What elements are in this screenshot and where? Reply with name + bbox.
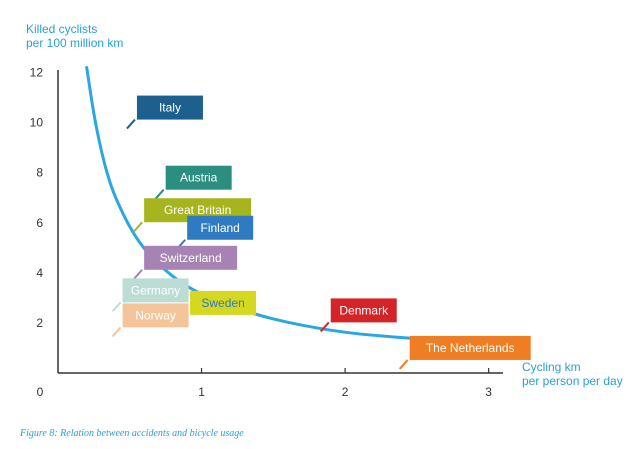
country-label-pointer	[154, 189, 165, 200]
x-tick-label: 3	[485, 385, 492, 399]
country-label-text: Germany	[131, 283, 180, 297]
country-label-text: Switzerland	[160, 251, 222, 265]
country-label-text: Norway	[135, 308, 176, 322]
country-label-pointer	[111, 326, 122, 338]
x-tick-label: 0	[37, 385, 44, 399]
country-label-text: Denmark	[339, 303, 389, 317]
country-label-text: Great Britain	[164, 203, 231, 217]
y-tick-label: 2	[36, 316, 43, 330]
country-label-box	[122, 278, 189, 303]
x-axis-label: Cycling km per person per day	[522, 360, 623, 388]
country-label-pointer	[133, 221, 143, 232]
y-tick-label: 10	[30, 116, 44, 130]
y-axis-label-line2: per 100 million km	[26, 36, 124, 50]
country-label: Austria	[154, 165, 232, 200]
y-axis-label-line1: Killed cyclists	[26, 22, 98, 36]
country-labels: Italy Austria Great Britain Finland Switzerl…	[111, 95, 531, 370]
country-label: Finland	[176, 215, 254, 250]
country-label-box	[165, 165, 232, 190]
figure-caption: Figure 8: Relation between accidents and…	[20, 428, 244, 439]
country-label-pointer	[398, 359, 409, 370]
x-axis-label-line2: per person per day	[522, 374, 623, 388]
country-label-text: Sweden	[201, 296, 244, 310]
x-axis-label-line1: Cycling km	[522, 360, 581, 374]
country-label: The Netherlands	[398, 335, 531, 370]
y-tick-label: 6	[36, 216, 43, 230]
country-label-text: Austria	[180, 171, 218, 185]
country-label: Germany	[111, 278, 189, 313]
country-label-text: The Netherlands	[426, 341, 515, 355]
country-label-pointer	[319, 321, 330, 333]
y-tick-label: 12	[30, 66, 44, 80]
country-label-box	[409, 335, 531, 360]
country-label-box	[190, 290, 257, 315]
y-tick-label: 4	[36, 266, 43, 280]
country-label-box	[187, 215, 254, 240]
country-label-text: Finland	[201, 221, 240, 235]
country-label: Italy	[126, 95, 203, 130]
country-label: Switzerland	[133, 245, 238, 280]
country-label-pointer	[133, 269, 143, 280]
country-label-pointer	[111, 301, 122, 313]
y-axis-label: Killed cyclists per 100 million km	[26, 22, 123, 50]
country-label: Norway	[111, 303, 189, 338]
x-tick-label: 2	[342, 385, 349, 399]
country-label-text: Italy	[159, 101, 181, 115]
country-label-box	[136, 95, 203, 120]
x-tick-label: 1	[198, 385, 205, 399]
country-label-pointer	[126, 118, 136, 130]
country-label-box	[144, 245, 238, 270]
country-label-box	[330, 298, 397, 323]
y-tick-label: 8	[36, 166, 43, 180]
country-label-box	[122, 303, 189, 328]
country-label: Sweden	[179, 290, 257, 325]
country-label: Denmark	[319, 298, 397, 333]
